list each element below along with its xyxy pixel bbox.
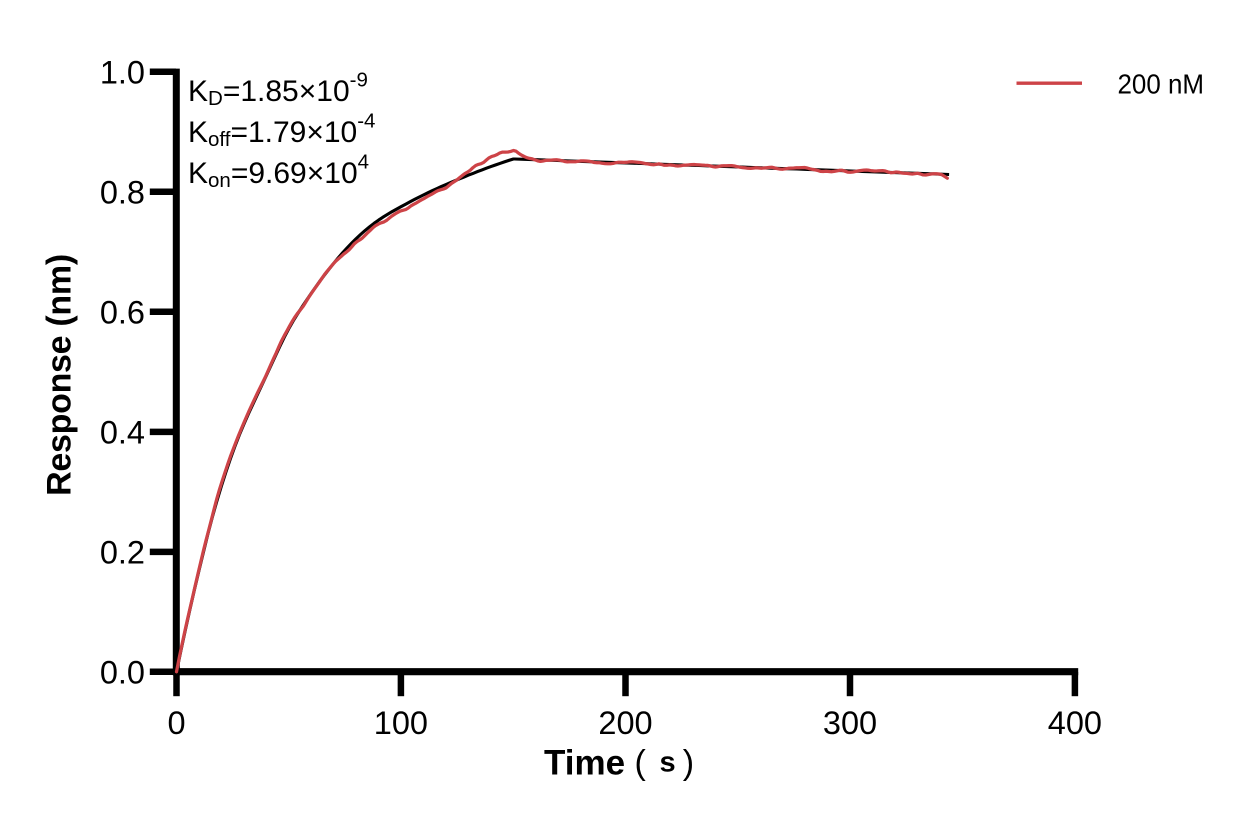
svg-text:Response (nm): Response (nm) <box>41 254 79 496</box>
svg-text:300: 300 <box>823 705 877 741</box>
svg-text:Time: Time <box>544 744 625 783</box>
svg-text:1.0: 1.0 <box>100 55 145 91</box>
svg-text:0: 0 <box>167 705 185 741</box>
svg-text:): ) <box>683 744 694 782</box>
svg-text:0.2: 0.2 <box>100 535 145 571</box>
svg-text:0.6: 0.6 <box>100 295 145 331</box>
svg-text:0.4: 0.4 <box>100 415 145 451</box>
svg-text:Kon=9.69×104: Kon=9.69×104 <box>188 151 369 193</box>
svg-text:0.0: 0.0 <box>100 654 145 690</box>
svg-text:200 nM: 200 nM <box>1118 68 1205 99</box>
svg-text:400: 400 <box>1048 705 1102 741</box>
svg-text:0.8: 0.8 <box>100 175 145 211</box>
svg-text:s: s <box>660 747 676 779</box>
svg-text:Koff=1.79×10-4: Koff=1.79×10-4 <box>188 110 375 152</box>
svg-text:200: 200 <box>598 705 652 741</box>
svg-text:100: 100 <box>374 705 428 741</box>
svg-text:(: ( <box>635 744 647 782</box>
